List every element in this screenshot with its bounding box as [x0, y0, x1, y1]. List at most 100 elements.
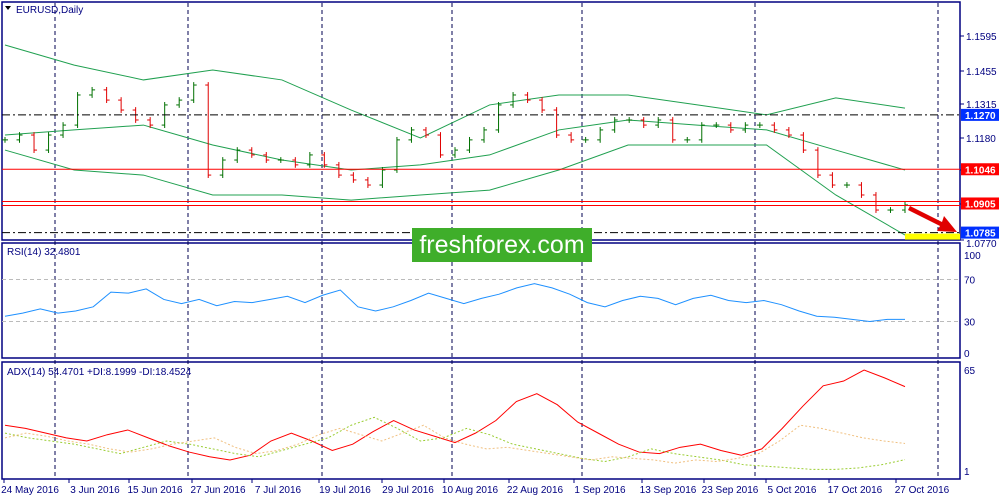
price-bar [292, 157, 299, 168]
x-tick-label: 19 Jul 2016 [319, 485, 371, 496]
price-bar [31, 132, 38, 153]
price-bar [611, 117, 618, 133]
price-bar [205, 82, 212, 178]
price-bar [785, 127, 792, 138]
price-bar [539, 97, 546, 113]
x-tick-label: 22 Aug 2016 [507, 485, 564, 496]
price-tag-label: 1.1046 [965, 165, 996, 176]
x-tick-label: 27 Jun 2016 [190, 485, 245, 496]
price-bar [350, 172, 357, 183]
price-bar [887, 207, 894, 213]
rsi-title: RSI(14) 32.4801 [7, 247, 81, 258]
price-tag [961, 163, 999, 176]
price-bar [800, 132, 807, 153]
panel-frame-0 [1, 1, 961, 241]
price-bar [452, 147, 458, 158]
price-bar [118, 97, 125, 113]
price-bar [626, 117, 633, 123]
x-tick-label: 10 Aug 2016 [442, 485, 499, 496]
price-bar [742, 122, 749, 133]
price-bar [74, 92, 81, 128]
price-bar [190, 82, 197, 103]
price-bar [756, 122, 763, 128]
price-tag [961, 226, 999, 239]
x-tick-label: 3 Jun 2016 [70, 485, 120, 496]
price-bar [872, 192, 879, 213]
price-bar [219, 157, 226, 178]
adx-series-+DI [4, 416, 906, 470]
bollinger-band-lower [4, 144, 906, 236]
x-tick-label: 13 Sep 2016 [640, 485, 697, 496]
price-bar [176, 97, 183, 108]
rsi-tick-label: 70 [964, 276, 976, 287]
rsi-tick-label: 30 [964, 318, 976, 329]
price-bar [524, 92, 531, 103]
price-bar [147, 117, 154, 128]
y-tick-label: 1.0770 [966, 239, 997, 250]
y-tick-label: 1.1455 [966, 67, 997, 78]
price-bar [364, 177, 371, 188]
price-bar [582, 136, 589, 143]
price-bar [858, 182, 865, 198]
price-bar [669, 117, 676, 143]
price-bar [843, 182, 850, 188]
chart-title: EURUSD,Daily [16, 5, 83, 16]
rsi-tick-label: 0 [964, 349, 970, 360]
x-tick-label: 23 Sep 2016 [702, 485, 759, 496]
price-bar [698, 122, 705, 143]
price-bar [248, 147, 255, 158]
price-bar [466, 136, 473, 153]
price-bar [481, 127, 488, 143]
y-tick-label: 1.1315 [966, 100, 997, 111]
price-bar [45, 132, 52, 153]
price-bar [495, 102, 502, 133]
price-tag-label: 1.1270 [965, 111, 996, 122]
price-bar [335, 161, 342, 178]
price-bar [16, 132, 23, 143]
highlight-marker [905, 233, 960, 240]
x-tick-label: 17 Oct 2016 [828, 485, 883, 496]
price-bar [771, 122, 778, 133]
x-tick-label: 7 Jul 2016 [255, 485, 302, 496]
price-bar [422, 127, 429, 138]
price-bar [393, 136, 400, 173]
price-bar [306, 152, 313, 168]
x-tick-label: 5 Oct 2016 [768, 485, 817, 496]
price-bar [437, 132, 444, 158]
price-bar [829, 172, 836, 188]
price-bar [2, 136, 8, 143]
price-bar [277, 157, 284, 163]
price-bar [597, 127, 604, 143]
price-bar [379, 167, 386, 188]
y-tick-label: 1.1180 [966, 134, 996, 145]
price-bar [234, 147, 241, 163]
panel-frame-2 [1, 361, 961, 480]
rsi-line [4, 283, 905, 323]
bollinger-band-upper [4, 44, 906, 139]
price-bar [655, 117, 662, 128]
x-tick-label: 27 Oct 2016 [895, 485, 950, 496]
price-tag-label: 1.0785 [965, 229, 996, 240]
arrow-down-icon [908, 206, 957, 232]
price-bar [902, 202, 908, 213]
price-tag-label: 1.0905 [965, 199, 996, 210]
price-tag [961, 197, 999, 210]
adx-tick-label: 1 [964, 467, 970, 478]
chart-menu-triangle-icon [5, 6, 11, 10]
adx-series-ADX [4, 369, 906, 461]
x-tick-label: 24 May 2016 [1, 485, 59, 496]
adx-title: ADX(14) 54.4701 +DI:8.1999 -DI:18.4524 [7, 367, 192, 378]
bollinger-band-middle [4, 119, 906, 171]
x-tick-label: 15 Jun 2016 [127, 485, 182, 496]
price-bar [510, 92, 517, 108]
price-tag [961, 108, 999, 121]
price-bar [727, 122, 734, 133]
adx-series--DI [4, 424, 906, 464]
price-bar [60, 122, 67, 138]
price-bar [89, 86, 96, 98]
x-tick-label: 29 Jul 2016 [382, 485, 434, 496]
rsi-tick-label: 100 [964, 251, 981, 262]
price-bar [263, 152, 270, 163]
